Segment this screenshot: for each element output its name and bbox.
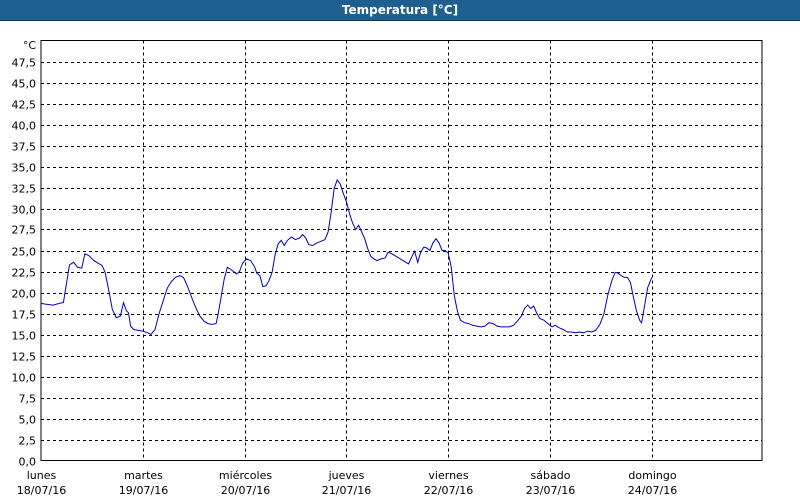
y-tick-label: 7,5 bbox=[19, 393, 37, 406]
x-tick-day-name: miércoles bbox=[219, 469, 272, 482]
y-tick-label: 15,0 bbox=[12, 330, 37, 343]
y-tick-label: 5,0 bbox=[19, 414, 37, 427]
y-tick-label: 25,0 bbox=[12, 246, 37, 259]
y-axis-unit: °C bbox=[23, 39, 37, 52]
y-tick-label: 32,5 bbox=[12, 183, 37, 196]
y-tick-label: 0,0 bbox=[19, 456, 37, 469]
y-tick-label: 45,0 bbox=[12, 78, 37, 91]
y-tick-label: 27,5 bbox=[12, 224, 37, 237]
x-tick-date: 22/07/16 bbox=[424, 484, 473, 497]
y-tick-label: 22,5 bbox=[12, 267, 37, 280]
y-tick-label: 42,5 bbox=[12, 99, 37, 112]
chart-title-bar: Temperatura [°C] bbox=[0, 0, 800, 21]
y-tick-label: 35,0 bbox=[12, 162, 37, 175]
plot-area bbox=[40, 40, 763, 461]
x-tick-date: 20/07/16 bbox=[221, 484, 270, 497]
x-axis-ticks: lunes 18/07/16 martes 19/07/16 miércoles 20/0… bbox=[17, 469, 677, 497]
x-tick-day-name: lunes bbox=[27, 469, 57, 482]
chart-title: Temperatura [°C] bbox=[341, 3, 459, 17]
x-tick-day-name: jueves bbox=[328, 469, 365, 482]
x-tick-date: 23/07/16 bbox=[526, 484, 575, 497]
grid bbox=[41, 40, 762, 461]
y-tick-label: 37,5 bbox=[12, 141, 37, 154]
y-tick-label: 20,0 bbox=[12, 288, 37, 301]
y-tick-label: 17,5 bbox=[12, 309, 37, 322]
y-tick-label: 12,5 bbox=[12, 351, 37, 364]
series-line bbox=[40, 178, 653, 336]
x-tick-day-name: martes bbox=[124, 469, 163, 482]
y-tick-label: 10,0 bbox=[12, 372, 37, 385]
y-axis-ticks: 0,0 2,5 5,0 7,5 10,0 12,5 15,0 17,5 20,0 22,5 25,0… bbox=[12, 57, 37, 469]
y-tick-label: 47,5 bbox=[12, 57, 37, 70]
x-tick-date: 18/07/16 bbox=[17, 484, 66, 497]
x-tick-date: 24/07/16 bbox=[628, 484, 677, 497]
x-tick-date: 19/07/16 bbox=[119, 484, 168, 497]
y-tick-label: 30,0 bbox=[12, 204, 37, 217]
x-tick-day-name: sábado bbox=[531, 469, 571, 482]
y-tick-label: 40,0 bbox=[12, 120, 37, 133]
y-tick-label: 2,5 bbox=[19, 435, 37, 448]
x-tick-date: 21/07/16 bbox=[322, 484, 371, 497]
x-tick-day-name: viernes bbox=[428, 469, 468, 482]
x-tick-day-name: domingo bbox=[628, 469, 676, 482]
